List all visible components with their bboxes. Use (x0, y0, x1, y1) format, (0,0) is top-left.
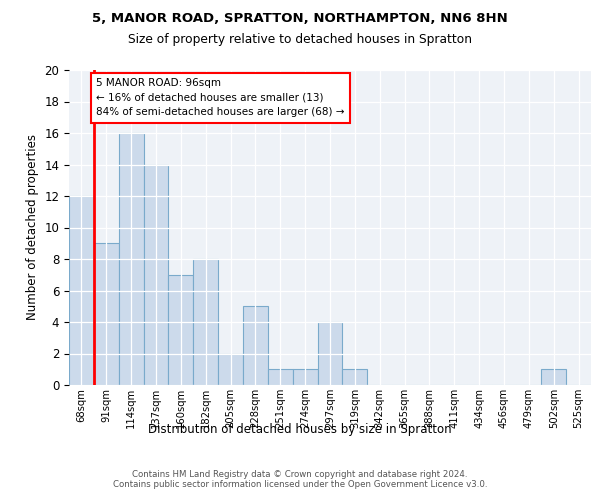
Bar (94, 244, 119, 385)
Bar (143, 164, 169, 385)
Text: Distribution of detached houses by size in Spratton: Distribution of detached houses by size … (148, 422, 452, 436)
Bar (317, 322, 343, 385)
Bar (193, 259, 218, 385)
Text: 5 MANOR ROAD: 96sqm
← 16% of detached houses are smaller (13)
84% of semi-detach: 5 MANOR ROAD: 96sqm ← 16% of detached ho… (97, 78, 345, 118)
Text: Contains HM Land Registry data © Crown copyright and database right 2024.
Contai: Contains HM Land Registry data © Crown c… (113, 470, 487, 490)
Bar (69, 196, 94, 385)
Bar (268, 369, 293, 385)
Bar (343, 369, 367, 385)
Bar (541, 369, 566, 385)
Bar (119, 133, 143, 385)
Y-axis label: Number of detached properties: Number of detached properties (26, 134, 39, 320)
Bar (293, 369, 317, 385)
Bar (243, 306, 268, 385)
Bar (218, 354, 243, 385)
Text: Size of property relative to detached houses in Spratton: Size of property relative to detached ho… (128, 32, 472, 46)
Text: 5, MANOR ROAD, SPRATTON, NORTHAMPTON, NN6 8HN: 5, MANOR ROAD, SPRATTON, NORTHAMPTON, NN… (92, 12, 508, 26)
Bar (169, 275, 193, 385)
